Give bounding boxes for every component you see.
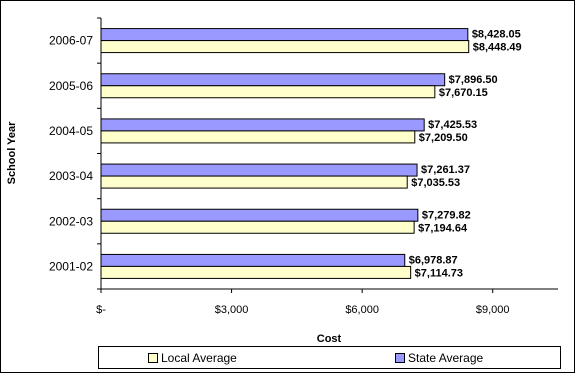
y-tick-label: 2005-06 — [49, 79, 93, 93]
data-label-state: $7,896.50 — [449, 74, 498, 86]
y-tick-label: 2002-03 — [49, 214, 93, 228]
data-label-local: $7,209.50 — [419, 132, 468, 144]
y-tick-label: 2004-05 — [49, 124, 93, 138]
legend-label-local: Local Average — [161, 351, 237, 365]
data-label-local: $7,194.64 — [418, 222, 468, 234]
data-label-state: $7,261.37 — [421, 164, 470, 176]
data-label-local: $7,114.73 — [415, 267, 463, 279]
legend-item-local: Local Average — [148, 351, 237, 365]
y-axis-title: School Year — [6, 121, 18, 184]
bar-local-average — [100, 40, 470, 54]
y-tick-marks — [97, 17, 101, 290]
x-tick-labels: $- $3,000 $6,000 $9,000 — [96, 304, 509, 316]
data-label-state: $7,425.53 — [428, 119, 477, 131]
data-label-state: $7,279.82 — [422, 209, 471, 221]
bars — [100, 28, 470, 279]
x-tick-label: $- — [96, 304, 106, 316]
y-tick-label: 2001-02 — [49, 259, 93, 273]
bar-state-average — [100, 118, 425, 132]
bar-local-average — [100, 220, 415, 234]
legend-swatch-local — [148, 353, 158, 363]
legend-item-state: State Average — [395, 351, 483, 365]
bar-state-average — [100, 253, 406, 267]
data-label-local: $8,448.49 — [473, 42, 522, 54]
legend: Local Average State Average — [98, 346, 561, 369]
data-label-local: $7,035.53 — [411, 177, 460, 189]
y-tick-label: 2003-04 — [49, 169, 93, 183]
data-label-state: $8,428.05 — [472, 29, 521, 41]
bar-local-average — [100, 85, 436, 99]
bar-state-average — [100, 163, 418, 177]
y-tick-labels: 2006-07 2005-06 2004-05 2003-04 2002-03 2001-… — [49, 34, 93, 274]
x-tick-label: $6,000 — [345, 304, 379, 316]
x-tick-marks — [100, 289, 494, 293]
x-axis-title: Cost — [317, 333, 342, 345]
bar-local-average — [100, 175, 408, 189]
legend-swatch-state — [395, 353, 405, 363]
x-tick-label: $3,000 — [215, 304, 249, 316]
bar-local-average — [100, 130, 416, 144]
data-labels: $8,428.05$8,448.49 $7,896.50$7,670.15 $7,4… — [409, 29, 522, 280]
data-label-state: $6,978.87 — [409, 254, 458, 266]
bar-state-average — [100, 208, 419, 222]
legend-label-state: State Average — [408, 351, 484, 365]
bar-local-average — [100, 265, 412, 279]
bar-state-average — [100, 28, 469, 42]
data-label-local: $7,670.15 — [439, 87, 488, 99]
x-tick-label: $9,000 — [476, 304, 510, 316]
bar-state-average — [100, 73, 446, 87]
y-tick-label: 2006-07 — [49, 34, 93, 48]
